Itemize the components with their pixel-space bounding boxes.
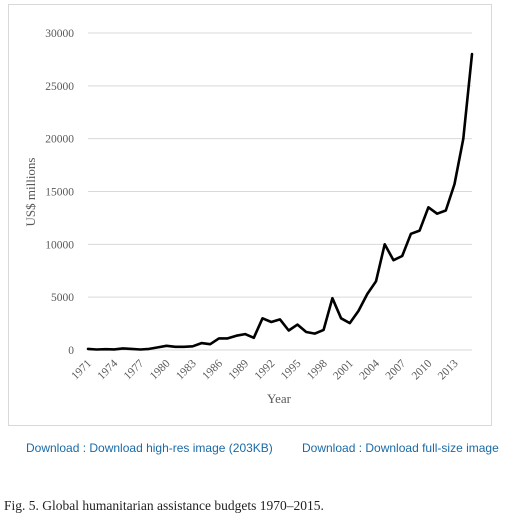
x-axis-title: Year bbox=[267, 391, 292, 406]
series-line bbox=[86, 52, 474, 351]
y-tick-label: 25000 bbox=[45, 81, 74, 93]
x-tick-label: 2007 bbox=[384, 357, 409, 382]
x-tick-label: 1989 bbox=[226, 357, 251, 382]
y-tick-label: 5000 bbox=[51, 292, 74, 304]
x-tick-label: 2001 bbox=[331, 357, 356, 382]
x-tick-label: 1995 bbox=[279, 357, 304, 382]
x-tick-label: 2004 bbox=[357, 357, 382, 382]
y-tick-label: 10000 bbox=[45, 239, 74, 251]
y-axis-title: US$ millions bbox=[23, 158, 38, 227]
x-tick-label: 1992 bbox=[253, 357, 278, 382]
x-tick-label: 1998 bbox=[305, 357, 330, 382]
y-tick-label: 15000 bbox=[45, 187, 74, 199]
y-tick-label: 30000 bbox=[45, 28, 74, 40]
x-tick-labels: 1971 1974 1977 1980 1983 1986 1989 1992 1995 1998… bbox=[69, 357, 460, 382]
x-tick-label: 1986 bbox=[200, 357, 225, 382]
x-tick-label: 1983 bbox=[174, 357, 199, 382]
x-tick-label: 1974 bbox=[96, 357, 121, 382]
y-tick-label: 0 bbox=[68, 345, 74, 357]
x-tick-label: 1980 bbox=[148, 357, 173, 382]
y-tick-labels: 0 5000 10000 15000 20000 25000 30000 bbox=[45, 28, 74, 357]
figure-caption: Fig. 5. Global humanitarian assistance b… bbox=[4, 498, 324, 513]
x-tick-label: 1977 bbox=[122, 357, 147, 382]
figure-frame bbox=[8, 4, 492, 426]
download-highres-link[interactable]: Download : Download high-res image (203K… bbox=[26, 441, 273, 455]
x-tick-label: 2013 bbox=[436, 357, 461, 382]
x-tick-label: 1971 bbox=[69, 357, 94, 382]
y-tick-label: 20000 bbox=[45, 134, 74, 146]
grid-lines bbox=[88, 32, 472, 351]
download-fullsize-link[interactable]: Download : Download full-size image bbox=[302, 441, 499, 455]
x-tick-label: 2010 bbox=[410, 357, 435, 382]
